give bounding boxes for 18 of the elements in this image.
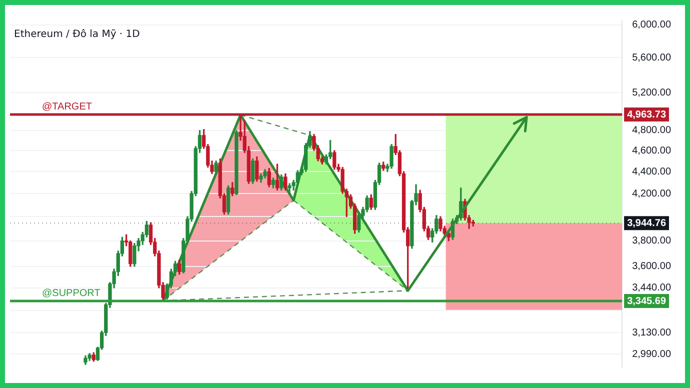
y-tick-label: 3,600.00 xyxy=(632,261,672,272)
y-tick-label: 3,800.00 xyxy=(632,236,672,247)
y-tick-label: 5,600.00 xyxy=(632,52,672,64)
y-tick-label: 2,990.00 xyxy=(632,348,672,360)
y-tick-label: 4,200.00 xyxy=(632,188,672,200)
text: Ethereum / Đô la Mỹ · 1D xyxy=(14,29,140,40)
ref-line-label: @SUPPORT xyxy=(42,288,100,299)
y-tick-label: 3,440.00 xyxy=(632,282,672,294)
ref-line-label: @TARGET xyxy=(42,101,92,112)
text: 3,944.76 xyxy=(627,218,666,229)
text: 3,345.69 xyxy=(627,296,666,307)
text: 4,963.73 xyxy=(627,109,666,120)
y-tick-label: 4,800.00 xyxy=(632,125,672,136)
y-tick-label: 3,130.00 xyxy=(632,327,672,338)
y-tick-label: 4,600.00 xyxy=(632,145,672,156)
y-tick-label: 5,200.00 xyxy=(632,87,672,98)
y-tick-label: 6,000.00 xyxy=(632,20,672,31)
y-tick-label: 4,400.00 xyxy=(632,166,672,178)
